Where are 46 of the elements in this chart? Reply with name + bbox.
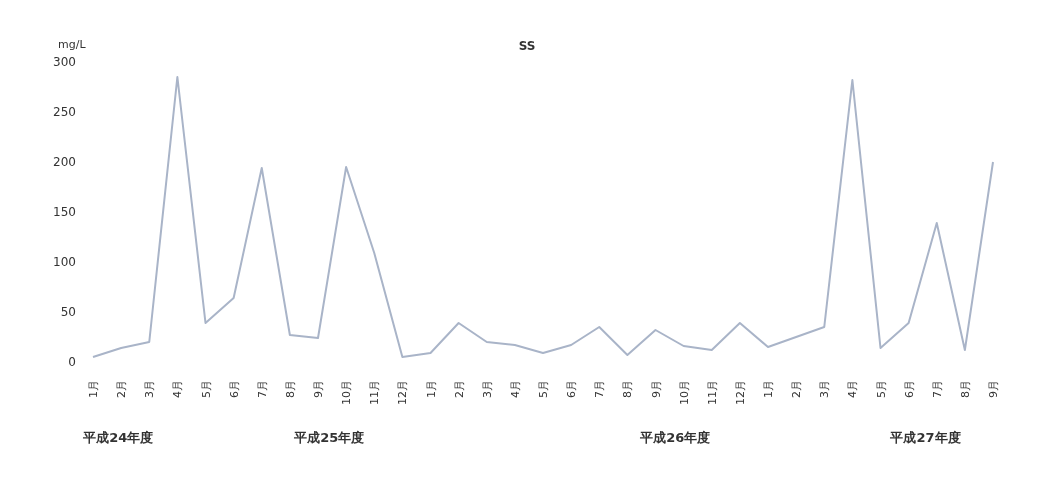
x-tick-label: 10月 bbox=[340, 380, 354, 405]
x-tick-label: 5月 bbox=[874, 380, 888, 398]
annotation: 平成27年度 bbox=[890, 430, 961, 445]
x-tick-label: 11月 bbox=[368, 380, 382, 405]
x-tick-label: 8月 bbox=[958, 380, 972, 398]
x-tick-label: 6月 bbox=[902, 380, 916, 398]
x-tick-label: 2月 bbox=[790, 380, 804, 398]
x-tick-label: 8月 bbox=[621, 380, 635, 398]
x-tick-label: 1月 bbox=[762, 380, 775, 398]
x-tick-label: 10月 bbox=[677, 380, 691, 405]
x-tick-label: 5月 bbox=[537, 380, 550, 398]
y-tick-label: 100 bbox=[53, 255, 76, 269]
x-tick-label: 9月 bbox=[649, 380, 663, 398]
x-tick-label: 12月 bbox=[733, 380, 747, 405]
annotation: 平成25年度 bbox=[294, 430, 365, 445]
x-tick-label: 7月 bbox=[930, 380, 944, 398]
x-tick-label: 11月 bbox=[705, 380, 719, 405]
x-tick-label: 3月 bbox=[143, 380, 157, 398]
x-tick-label: 3月 bbox=[818, 380, 832, 398]
x-tick-label: 1月 bbox=[87, 380, 100, 398]
x-tick-label: 6月 bbox=[227, 380, 241, 398]
y-tick-label: 200 bbox=[53, 155, 76, 169]
x-tick-label: 4月 bbox=[508, 380, 522, 398]
x-tick-label: 6月 bbox=[565, 380, 579, 398]
title: SS bbox=[518, 39, 536, 53]
annotation: 平成26年度 bbox=[640, 430, 711, 445]
x-tick-label: 12月 bbox=[396, 380, 410, 405]
x-tick-label: 1月 bbox=[424, 380, 438, 398]
x-tick-label: 7月 bbox=[255, 380, 269, 398]
annotation: 平成24年度 bbox=[83, 430, 154, 445]
x-tick-label: 5月 bbox=[199, 380, 213, 398]
x-tick-label: 4月 bbox=[846, 380, 860, 398]
y-tick-label: 50 bbox=[60, 305, 76, 319]
y-tick-label: 300 bbox=[53, 55, 76, 69]
y-tick-label: 150 bbox=[53, 205, 76, 219]
x-tick-label: 9月 bbox=[312, 380, 325, 398]
x-tick-label: 3月 bbox=[480, 380, 494, 398]
x-tick-label: 9月 bbox=[987, 380, 1000, 398]
x-tick-label: 8月 bbox=[283, 380, 297, 398]
x-tick-label: 2月 bbox=[452, 380, 466, 398]
x-tick-label: 2月 bbox=[115, 380, 129, 398]
y-tick-label: 250 bbox=[53, 105, 76, 119]
ylabel: mg/L bbox=[58, 38, 86, 51]
x-tick-label: 7月 bbox=[593, 380, 607, 398]
x-tick-label: 4月 bbox=[171, 380, 185, 398]
y-tick-label: 0 bbox=[68, 355, 76, 369]
